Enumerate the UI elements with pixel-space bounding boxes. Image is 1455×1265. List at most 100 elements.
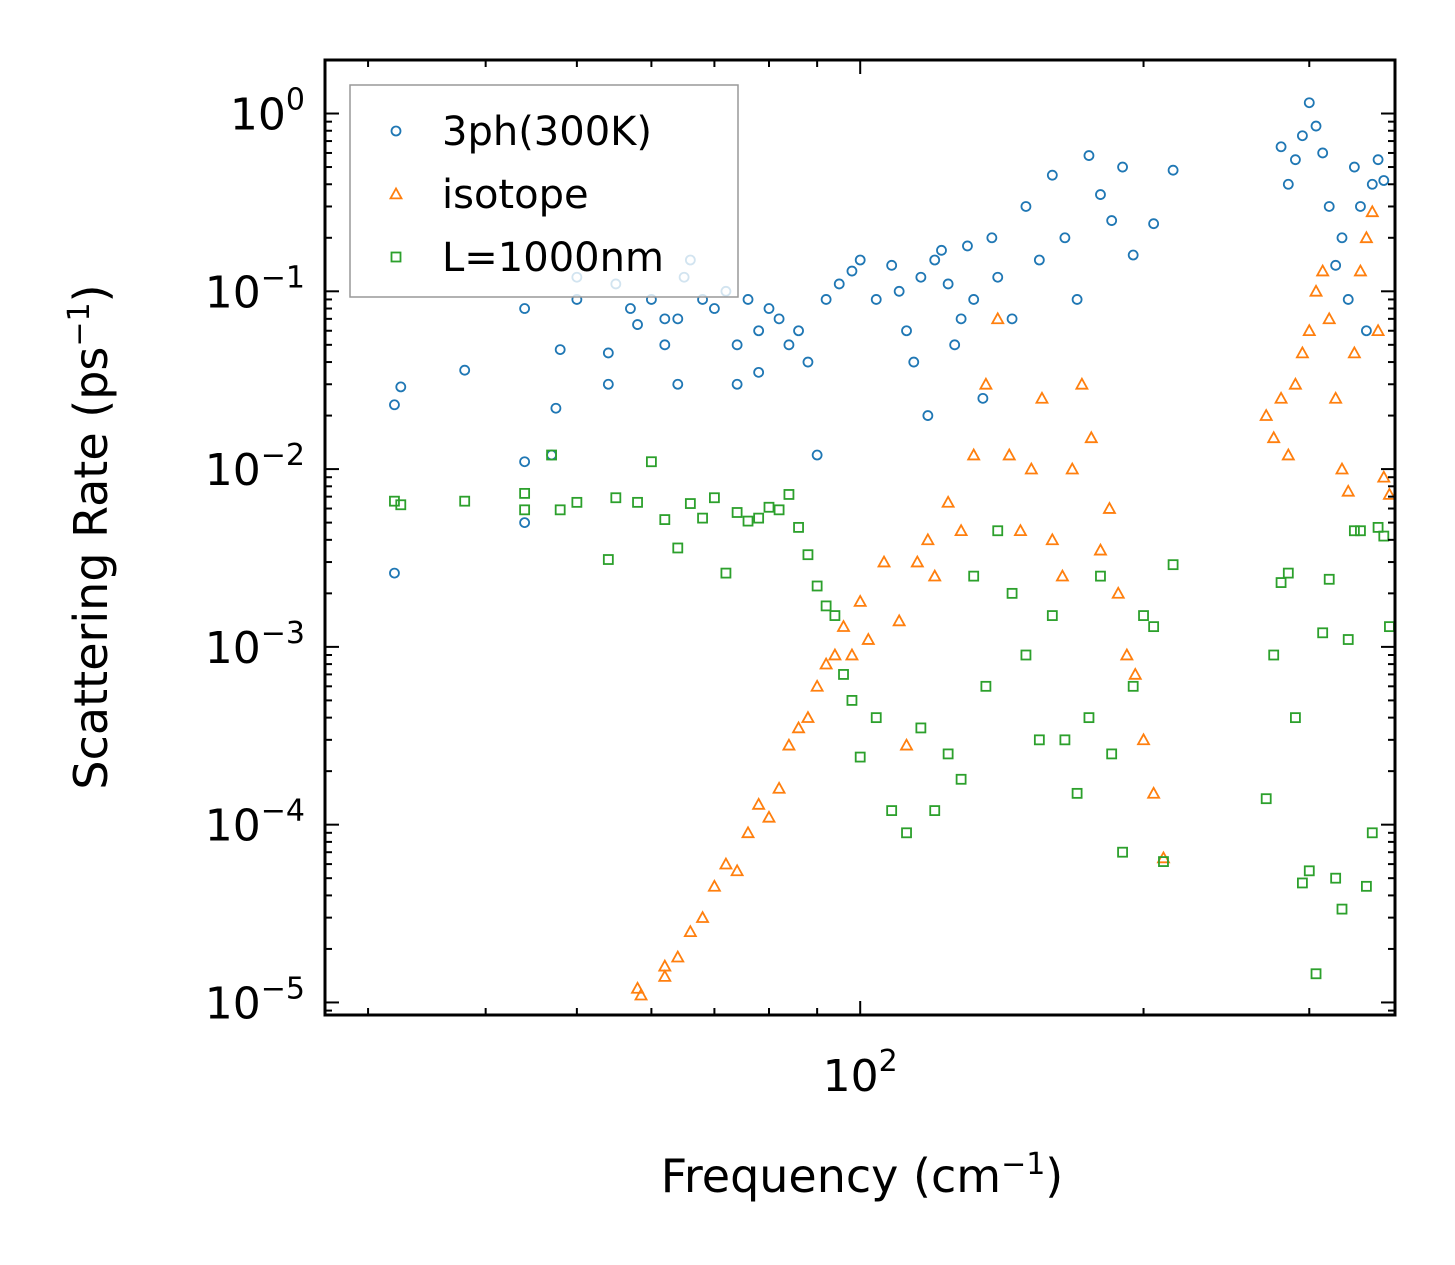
x-axis-title: Frequency (cm−1): [661, 1147, 1064, 1203]
data-point: [1102, 501, 1117, 514]
data-point: [657, 958, 672, 972]
data-point: [820, 600, 832, 612]
data-point: [861, 632, 876, 645]
data-point: [1366, 827, 1378, 839]
data-point: [793, 325, 804, 337]
data-point: [1093, 542, 1108, 556]
data-point: [519, 303, 531, 314]
data-point: [659, 339, 671, 351]
data-point: [1361, 325, 1372, 337]
data-point: [389, 495, 400, 507]
data-point: [1033, 734, 1045, 746]
data-point: [645, 456, 657, 468]
data-point: [751, 797, 766, 810]
data-point: [1275, 577, 1287, 588]
data-point: [1074, 376, 1089, 390]
data-point: [554, 504, 566, 516]
data-point: [876, 554, 892, 568]
data-point: [800, 710, 815, 723]
data-point: [886, 805, 898, 816]
data-point: [761, 809, 777, 823]
data-point: [1055, 568, 1070, 582]
data-point: [1071, 787, 1083, 799]
data-point: [707, 878, 722, 892]
series-0: [389, 97, 1390, 579]
data-point: [819, 656, 834, 670]
data-point: [846, 265, 858, 277]
data-point: [820, 294, 832, 305]
data-point: [459, 495, 471, 507]
data-point: [1361, 880, 1372, 892]
data-point: [1002, 447, 1017, 461]
data-point: [1353, 263, 1368, 277]
data-point: [893, 285, 905, 297]
data-point: [730, 863, 745, 877]
data-point: [1136, 732, 1151, 746]
data-point: [546, 449, 557, 461]
data-point: [1355, 525, 1366, 537]
data-point: [731, 339, 743, 351]
data-point: [910, 554, 925, 568]
data-point: [1281, 447, 1296, 461]
y-axis-title: Scattering Rate (ps−1): [62, 284, 118, 789]
data-point: [389, 399, 400, 411]
data-point: [908, 356, 920, 368]
legend-label: L=1000nm: [442, 235, 664, 281]
data-point: [720, 567, 732, 579]
data-point: [1127, 680, 1139, 692]
legend-box: [349, 84, 739, 298]
data-point: [1059, 734, 1071, 746]
data-point: [610, 492, 622, 504]
data-point: [1348, 525, 1360, 537]
data-point: [753, 512, 765, 524]
data-point: [1323, 201, 1335, 212]
data-point: [718, 856, 733, 870]
legend-label: isotope: [442, 172, 589, 218]
data-point: [899, 737, 914, 751]
data-point: [625, 303, 636, 314]
data-point: [1342, 294, 1354, 305]
data-point: [672, 313, 684, 325]
data-point: [791, 720, 806, 734]
data-point: [1059, 232, 1071, 244]
data-point: [519, 504, 531, 516]
data-point: [742, 515, 754, 527]
data-point: [1303, 97, 1315, 109]
data-point: [1384, 621, 1395, 633]
data-point: [1297, 130, 1308, 142]
data-point: [1128, 667, 1143, 680]
data-point: [709, 492, 720, 504]
data-point: [1334, 461, 1350, 475]
data-point: [1275, 141, 1287, 153]
data-point: [986, 232, 998, 244]
data-point: [632, 496, 643, 508]
data-point: [1006, 313, 1018, 325]
data-point: [929, 805, 941, 816]
data-point: [1274, 390, 1289, 404]
data-point: [659, 514, 671, 525]
data-point: [554, 344, 566, 356]
y-tick-label: 10−4: [205, 794, 305, 852]
data-point: [978, 376, 993, 390]
data-point: [1117, 846, 1128, 858]
data-point: [550, 402, 562, 414]
data-point: [731, 507, 743, 518]
legend-marker: [388, 186, 404, 200]
data-point: [672, 378, 684, 390]
data-point: [990, 311, 1005, 325]
data-point: [773, 313, 785, 325]
data-point: [1376, 469, 1391, 483]
data-point: [783, 489, 795, 500]
data-point: [942, 748, 954, 760]
data-point: [977, 392, 989, 404]
data-point: [1167, 164, 1179, 176]
data-point: [936, 244, 947, 256]
data-point: [1378, 175, 1390, 186]
data-point: [389, 567, 400, 579]
data-point: [519, 517, 531, 529]
data-point: [740, 825, 756, 839]
data-point: [1366, 178, 1378, 190]
data-point: [395, 381, 407, 393]
data-point: [602, 378, 614, 390]
